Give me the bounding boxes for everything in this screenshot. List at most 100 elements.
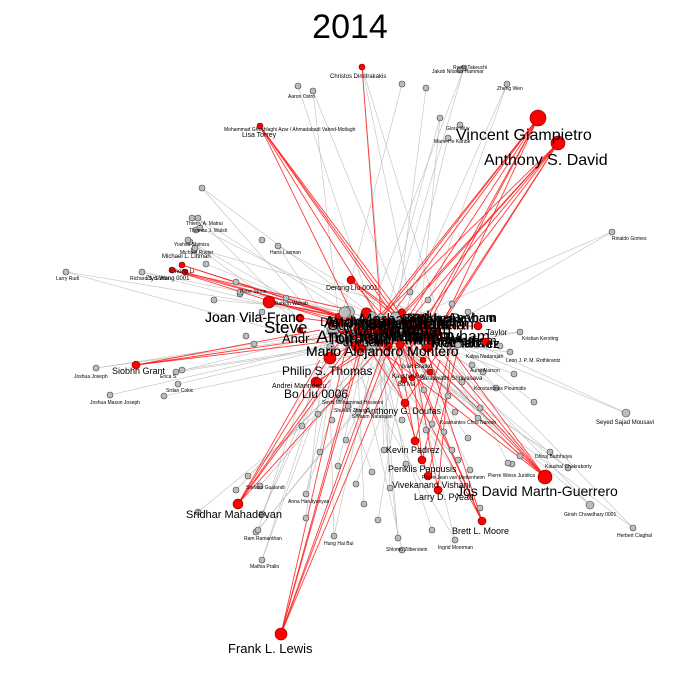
grey-edge: [95, 339, 301, 369]
grey-node: [374, 516, 382, 524]
node-56: [236, 288, 244, 296]
grey-edge: [319, 349, 337, 453]
grey-node: [328, 416, 336, 424]
node-61: [172, 368, 180, 376]
hub-red-node: [363, 330, 373, 340]
node-label-0: Vincent Giampietro: [456, 127, 592, 144]
red-edge: [280, 344, 361, 635]
grey-edge: [449, 359, 591, 506]
node-label-17: Frank L. Lewis: [228, 641, 313, 656]
grey-node: [488, 314, 496, 322]
hub-red-node: [416, 313, 426, 323]
red-edge: [409, 117, 539, 351]
hub-label-smear: Andrham: [346, 326, 392, 338]
node-2: [262, 295, 276, 309]
node-label-8: Siobhn Grant: [112, 366, 166, 376]
hub-label-smear: Guiham: [366, 316, 412, 331]
node-5: [395, 340, 405, 350]
hub-label-smear: Davham: [358, 326, 401, 338]
node-41: [585, 500, 595, 510]
node-1: [550, 135, 566, 151]
red-edge: [280, 336, 394, 635]
grey-node: [474, 414, 482, 422]
node-63: [302, 490, 310, 498]
hub-red-node: [404, 318, 415, 329]
grey-node: [406, 288, 414, 296]
grey-node: [352, 480, 360, 488]
grey-node: [258, 236, 266, 244]
red-edge: [404, 349, 441, 404]
grey-edge: [65, 271, 346, 350]
node-label-50: Thierry A. Matrai: [186, 221, 223, 227]
node-17: [274, 627, 288, 641]
node-label-65: Stefano Gualandi: [246, 485, 285, 491]
hub-grey-node: [327, 326, 339, 338]
grey-edge: [201, 187, 393, 330]
node-58: [138, 268, 146, 276]
node-66: [254, 526, 262, 534]
node-62: [174, 380, 182, 388]
hub-grey-node: [326, 343, 335, 352]
node-label-36: Kristian Kersting: [522, 336, 559, 342]
grey-node: [436, 114, 444, 122]
node-60: [106, 391, 114, 399]
grey-node: [368, 468, 376, 476]
node-label-15: Brett L. Moore: [452, 526, 509, 536]
node-label-7: Bo Liu 0006: [284, 387, 348, 401]
hub-label-smear: Marham: [405, 334, 451, 348]
hub-grey-node: [337, 324, 345, 332]
hub-label-smear: Guiham: [327, 317, 376, 333]
node-label-23: Lihong Li: [170, 269, 194, 275]
grey-edge: [187, 239, 311, 331]
grey-node: [510, 370, 518, 378]
hub-red-node: [398, 308, 406, 317]
hub-label-smear: Davham: [452, 312, 495, 325]
grey-edge: [261, 399, 321, 561]
grey-node: [422, 84, 430, 92]
node-label-26: ez: [486, 336, 500, 351]
hub-label-smear: Nicham: [413, 333, 459, 348]
grey-node: [454, 456, 462, 464]
hub-label-smear: Tomham: [402, 328, 449, 342]
grey-node: [380, 446, 388, 454]
node-label-5: Mario Alejandro Montero: [306, 343, 459, 359]
node-label-64: Hung Hai Bui: [324, 541, 353, 547]
grey-node: [342, 436, 350, 444]
node-53: [191, 244, 199, 252]
node-label-43: Rinaldo Gomes: [612, 236, 647, 242]
hub-red-node: [410, 331, 422, 343]
node-label-48: Marie-Ho Kanbe: [434, 139, 471, 145]
hub-label-smear: Marham: [359, 312, 417, 329]
node-label-41: Girish Chowdhary 0001: [564, 512, 616, 518]
chart-title: 2014: [312, 8, 388, 46]
red-edge: [419, 329, 483, 522]
hub-label-smear: Robham: [402, 310, 468, 330]
red-edge: [171, 269, 331, 321]
node-label-62: Srdan Cokic: [166, 388, 194, 394]
hub-label-smear: Anaham: [448, 310, 497, 325]
node-70: [336, 394, 344, 402]
node-label-55: Barkon Wahab: [275, 301, 308, 307]
node-11: [417, 455, 427, 465]
node-label-2: Joan Vila-Franc: [205, 309, 303, 325]
node-18: [358, 63, 366, 71]
hub-label-smear: Tomham: [360, 328, 417, 344]
grey-node: [428, 526, 436, 534]
grey-edge: [384, 117, 441, 320]
node-27: [313, 377, 323, 387]
grey-node: [258, 308, 266, 316]
node-label-59: Joshua Joseph: [74, 374, 108, 380]
red-edge: [409, 142, 559, 321]
red-edge: [280, 329, 351, 635]
node-label-69: Ingrid Moerman: [438, 545, 473, 551]
grey-edge: [419, 117, 441, 321]
node-33: [454, 341, 462, 349]
grey-edge: [379, 379, 399, 539]
node-label-42: Herbert Ciaghal: [617, 533, 652, 539]
node-label-56: Peter Stone: [240, 289, 267, 295]
node-label-71: Shuhao Zhang: [334, 408, 367, 414]
node-67: [258, 556, 266, 564]
node-label-6: Philip S. Thomas: [282, 364, 373, 378]
grey-node: [210, 296, 218, 304]
red-edge: [237, 339, 389, 505]
